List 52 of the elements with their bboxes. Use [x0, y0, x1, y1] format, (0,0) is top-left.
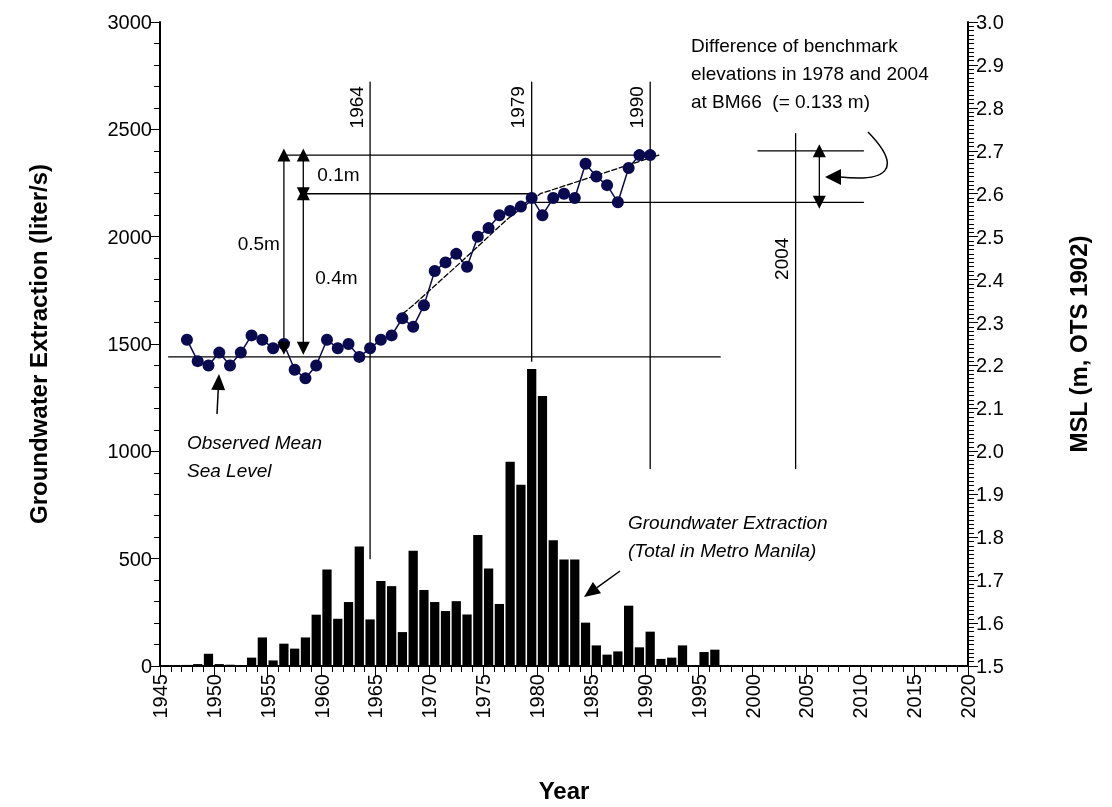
text: 1979	[507, 86, 529, 129]
x-tick-label: 2000	[741, 674, 764, 719]
y2-tick-label: 1.7	[976, 569, 1004, 592]
x-tick-label: 1980	[526, 674, 549, 719]
x-tick-label: 1990	[633, 674, 656, 719]
x-tick-label: 1955	[256, 674, 279, 719]
y2-tick-label: 2.0	[976, 440, 1004, 463]
x-tick-label: 2015	[903, 674, 926, 719]
x-tick-label: 1975	[472, 674, 495, 719]
text: 1990	[625, 86, 647, 129]
y2-tick-label: 1.9	[976, 483, 1004, 506]
y-tick-label: 500	[118, 547, 152, 570]
annotation: Difference of benchmark elevations in 1978 and 2004 at BM66 (= 0.133 m)	[691, 34, 930, 112]
y2-tick-label: 2.3	[976, 311, 1004, 334]
text: 2004	[771, 237, 793, 280]
y-tick-label: 1500	[107, 333, 152, 355]
y2-tick-label: 2.5	[976, 225, 1004, 248]
y-tick-label: 1000	[107, 440, 152, 463]
y2-axis-title: MSL (m, OTS 1902)	[1064, 235, 1092, 453]
x-axis-title: Year	[538, 776, 590, 804]
y2-tick-label: 2.1	[976, 397, 1004, 420]
series-label: 0.1m	[317, 163, 360, 185]
y-tick-label: 3000	[107, 11, 152, 33]
x-tick-label: 1985	[579, 674, 602, 719]
y2-tick-label: 1.5	[976, 655, 1004, 677]
series-label: 0.5m	[237, 233, 280, 255]
y-tick-label: 2000	[107, 225, 152, 248]
y2-tick-label: 3.0	[976, 11, 1004, 33]
annotation: Groundwater Extraction (Total in Metro Manila)	[628, 511, 828, 561]
y2-tick-label: 2.4	[976, 268, 1004, 291]
x-tick-label: 1995	[687, 674, 710, 719]
y-tick-label: 0	[140, 655, 152, 677]
y2-tick-label: 2.9	[976, 53, 1004, 76]
y2-tick-label: 1.6	[976, 612, 1004, 635]
y-axis-title: Groundwater Extraction (liter/s)	[24, 163, 52, 525]
y2-tick-label: 2.8	[976, 96, 1004, 119]
y2-tick-label: 2.2	[976, 354, 1004, 377]
annotation: Observed Mean Sea Level	[187, 431, 323, 481]
x-tick-label: 1970	[418, 674, 441, 719]
y2-tick-label: 2.6	[976, 182, 1004, 205]
x-tick-label: 1965	[364, 674, 387, 719]
y2-tick-label: 1.8	[976, 526, 1004, 549]
y2-tick-label: 2.7	[976, 139, 1004, 162]
x-tick-label: 2005	[795, 674, 818, 719]
x-tick-label: 1960	[310, 674, 333, 719]
x-tick-label: 2020	[957, 674, 979, 719]
text: 1964	[345, 85, 367, 129]
x-tick-label: 1950	[202, 674, 225, 719]
series-label: 0.4m	[315, 266, 358, 288]
y-tick-label: 2500	[107, 118, 152, 141]
x-tick-label: 1945	[149, 674, 171, 719]
x-tick-label: 2010	[849, 674, 872, 719]
